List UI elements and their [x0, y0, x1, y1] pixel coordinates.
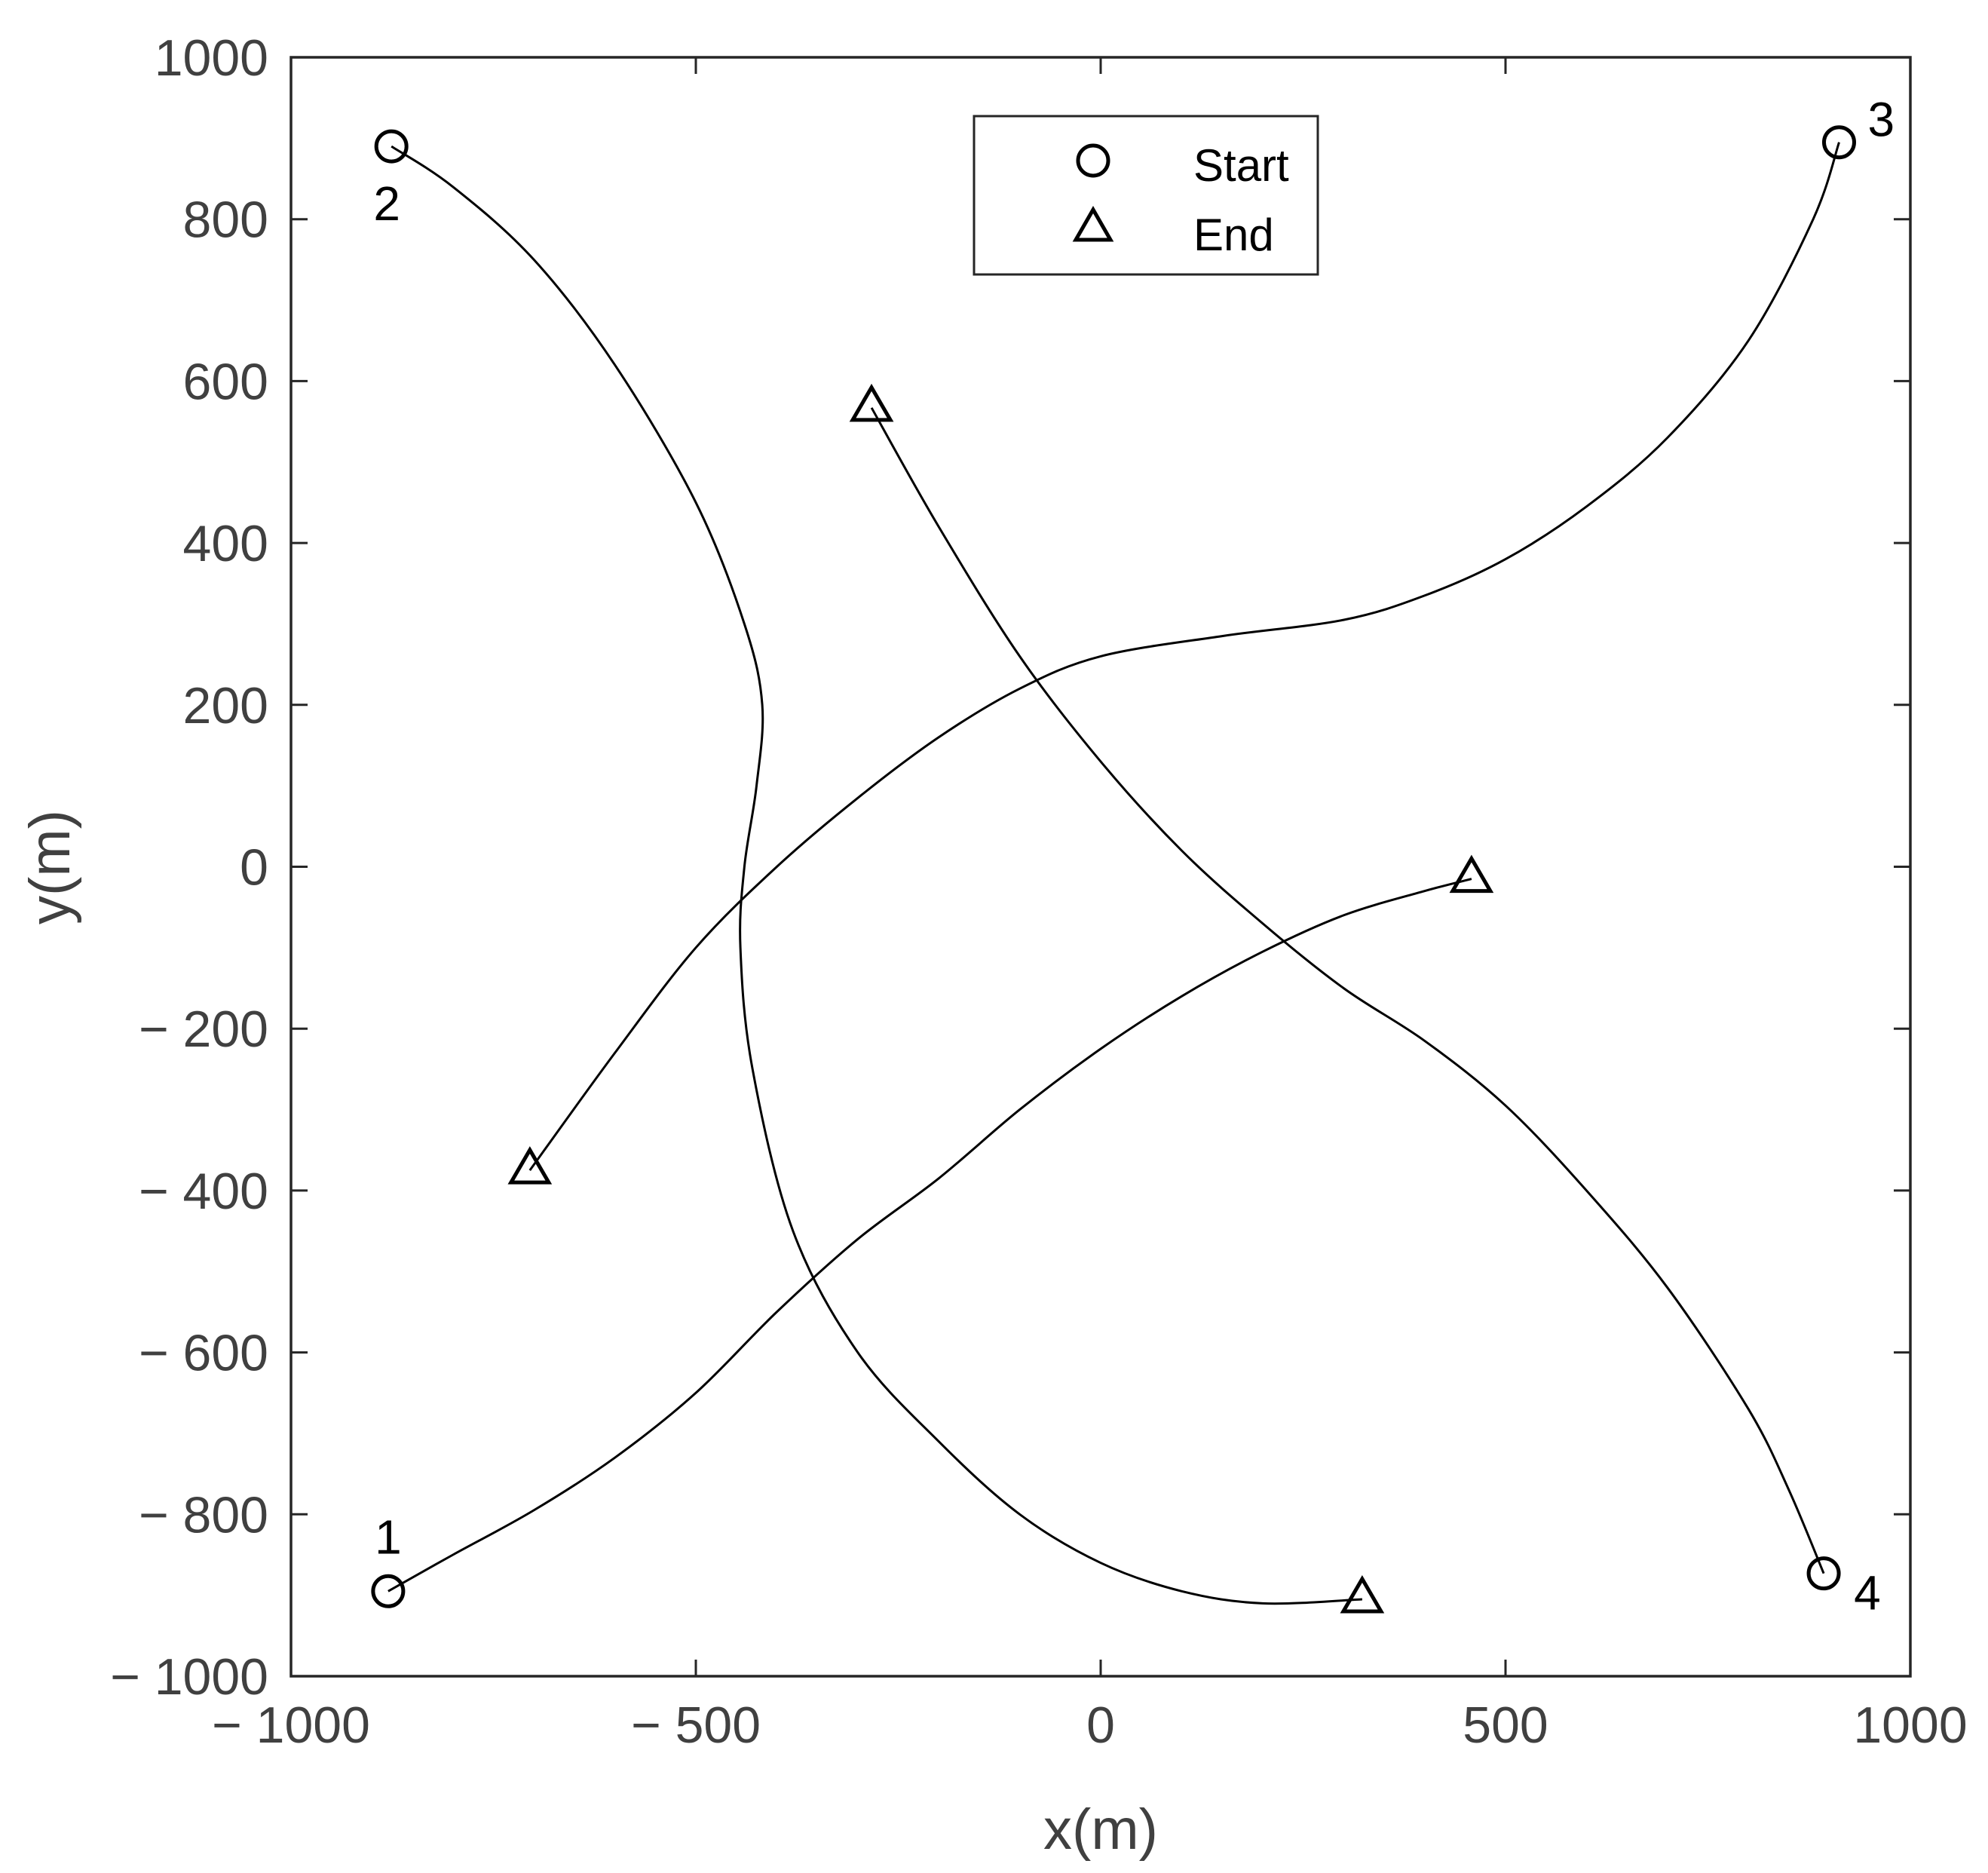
- agent-label-4: 4: [1854, 1566, 1881, 1620]
- y-tick-label: − 600: [139, 1325, 268, 1382]
- start-marker-2: [374, 129, 409, 164]
- agent-label-2: 2: [373, 176, 400, 231]
- agent-label-3: 3: [1867, 93, 1895, 147]
- y-tick-label: − 400: [139, 1163, 268, 1220]
- agent-labels: 1 2 3 4: [373, 93, 1895, 1620]
- y-tick-label: − 800: [139, 1486, 268, 1543]
- agent-label-1: 1: [375, 1510, 402, 1564]
- end-marker-1: [1449, 854, 1494, 894]
- y-tick-label: 400: [183, 515, 268, 572]
- start-marker-4: [1806, 1556, 1841, 1591]
- y-tick-label: − 200: [139, 1001, 268, 1058]
- start-marker-3: [1821, 125, 1856, 160]
- trajectories: [387, 142, 1840, 1605]
- x-tick-label: 0: [1086, 1697, 1115, 1754]
- y-tick-label: − 1000: [110, 1648, 268, 1706]
- x-tick-label: 1000: [1853, 1697, 1967, 1754]
- end-marker-3: [507, 1146, 553, 1185]
- trajectory-4: [870, 407, 1825, 1574]
- plot-frame: [289, 56, 1912, 1678]
- axis-ticks: − 1000 − 500 0 500 1000 − 1000 − 800 − 600 − 400…: [110, 29, 1968, 1754]
- legend-start-marker: [1076, 143, 1110, 178]
- legend: Start End: [973, 115, 1319, 276]
- trajectory-1: [387, 878, 1472, 1593]
- x-axis-title: x(m): [1043, 1798, 1158, 1862]
- y-axis-title: y(m): [18, 810, 82, 924]
- x-tick-label: − 1000: [212, 1697, 370, 1754]
- trajectory-markers: [371, 125, 1856, 1614]
- x-tick-label: − 500: [631, 1697, 761, 1754]
- end-marker-2: [1340, 1575, 1385, 1614]
- y-tick-label: 800: [183, 192, 268, 249]
- y-tick-label: 1000: [155, 29, 268, 87]
- legend-start-label: Start: [1193, 140, 1289, 191]
- trajectory-3: [528, 142, 1840, 1171]
- y-tick-label: 0: [240, 839, 268, 897]
- x-tick-label: 500: [1463, 1697, 1548, 1754]
- legend-end-marker: [1072, 205, 1114, 242]
- start-marker-1: [371, 1574, 406, 1608]
- trajectory-2: [391, 145, 1362, 1605]
- legend-box: [973, 115, 1319, 276]
- legend-end-label: End: [1193, 210, 1274, 260]
- y-tick-label: 200: [183, 677, 268, 734]
- y-tick-label: 600: [183, 353, 268, 410]
- end-marker-4: [849, 383, 894, 422]
